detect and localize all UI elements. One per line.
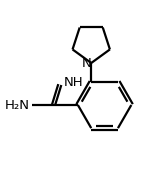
- Text: NH: NH: [64, 77, 83, 89]
- Text: N: N: [82, 57, 92, 70]
- Text: H₂N: H₂N: [5, 99, 30, 111]
